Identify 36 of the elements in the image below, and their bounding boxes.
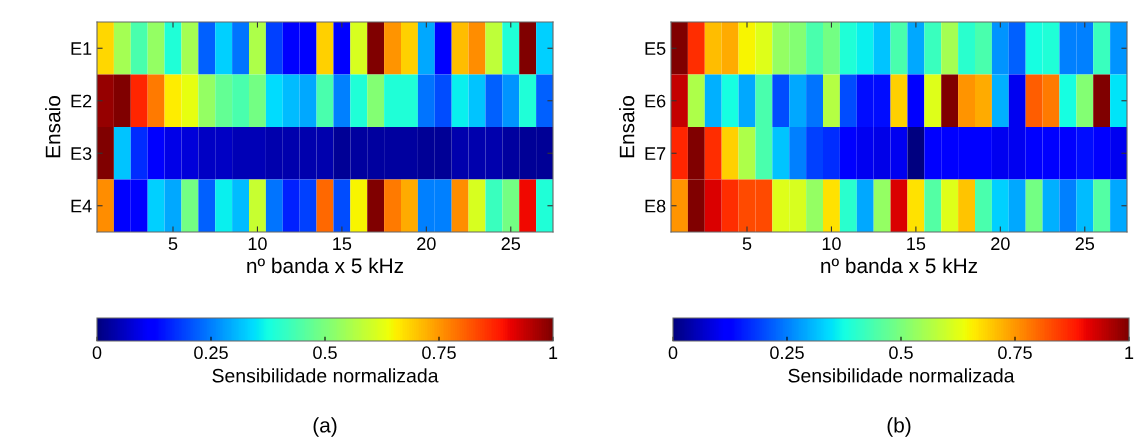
color-bar-label: 0.75 [998, 346, 1032, 360]
color-bar-label: 0.25 [194, 346, 228, 360]
x-tick-label: 15 [907, 237, 926, 251]
color-bar-title: Sensibilidade normalizada [788, 368, 1015, 383]
x-tick-label: 5 [742, 237, 752, 251]
color-bar-label: 0.25 [770, 346, 804, 360]
y-axis-title: Ensaio [45, 96, 61, 158]
color-bar-label: 0 [92, 346, 102, 360]
color-bar-label: 0.5 [313, 346, 337, 360]
y-tick-label: E1 [71, 42, 92, 55]
y-tick-label: E8 [645, 199, 666, 213]
x-tick-label: 5 [168, 237, 178, 251]
x-tick-label: 10 [822, 237, 841, 251]
y-tick-label: E5 [645, 42, 666, 55]
text: (a) [313, 417, 337, 437]
y-axis-title: Ensaio [619, 96, 635, 158]
text: (b) [887, 417, 911, 437]
x-tick-label: 25 [1075, 237, 1095, 251]
x-tick-label: 10 [248, 237, 267, 251]
x-tick-label: 25 [501, 237, 521, 251]
color-bar-label: 0 [668, 346, 678, 360]
color-bar-title: Sensibilidade normalizada [212, 368, 439, 383]
color-bar-label: 0.75 [422, 346, 456, 360]
y-tick-label: E7 [645, 147, 666, 160]
y-tick-label: E3 [71, 147, 92, 160]
y-tick-label: E4 [71, 199, 92, 213]
y-tick-label: E6 [645, 94, 666, 108]
x-tick-label: 15 [333, 237, 352, 251]
color-bar-label: 1 [549, 346, 558, 359]
color-bar-label: 1 [1125, 346, 1134, 359]
x-axis-title: nº banda x 5 kHz [247, 257, 404, 274]
x-axis-title: nº banda x 5 kHz [821, 257, 978, 274]
y-tick-label: E2 [71, 94, 92, 108]
x-tick-label: 20 [417, 237, 436, 251]
x-tick-label: 20 [991, 237, 1010, 251]
color-bar-label: 0.5 [889, 346, 913, 360]
